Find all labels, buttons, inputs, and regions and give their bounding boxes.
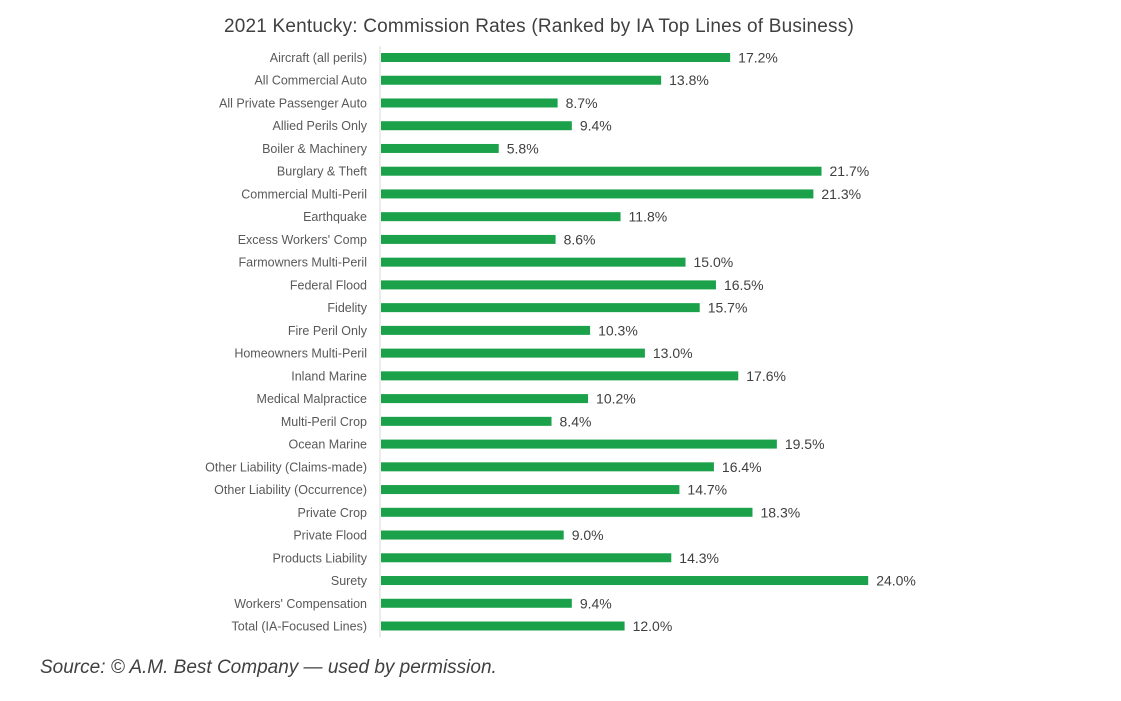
- data-label-all-private-passenger-auto: 8.7%: [566, 95, 598, 111]
- bar-ocean-marine: [381, 439, 777, 449]
- category-label-commercial-multi-peril: Commercial Multi-Peril: [241, 187, 367, 201]
- bar-homeowners-multi-peril: [381, 348, 645, 358]
- data-label-homeowners-multi-peril: 13.0%: [653, 345, 693, 361]
- data-label-all-commercial-auto: 13.8%: [669, 72, 709, 88]
- category-label-all-commercial-auto: All Commercial Auto: [254, 74, 367, 88]
- bar-excess-workers-comp: [381, 234, 556, 244]
- bar-earthquake: [381, 212, 621, 222]
- data-label-other-liability-occurrence: 14.7%: [687, 482, 727, 498]
- source-note: Source: © A.M. Best Company — used by pe…: [40, 657, 497, 678]
- category-label-allied-perils-only: Allied Perils Only: [273, 119, 368, 133]
- bar-multi-peril-crop: [381, 416, 552, 426]
- category-label-medical-malpractice: Medical Malpractice: [257, 392, 368, 406]
- bar-all-private-passenger-auto: [381, 98, 558, 108]
- bar-other-liability-occurrence: [381, 485, 680, 495]
- category-label-federal-flood: Federal Flood: [290, 278, 367, 292]
- bar-burglary-theft: [381, 166, 822, 176]
- category-label-other-liability-claims-made: Other Liability (Claims-made): [205, 460, 367, 474]
- data-label-ocean-marine: 19.5%: [785, 436, 825, 452]
- data-label-workers-compensation: 9.4%: [580, 595, 612, 611]
- category-label-earthquake: Earthquake: [303, 210, 367, 224]
- category-label-homeowners-multi-peril: Homeowners Multi-Peril: [234, 347, 367, 361]
- category-label-total-ia-focused-lines: Total (IA-Focused Lines): [232, 620, 367, 634]
- bar-workers-compensation: [381, 598, 572, 608]
- bar-other-liability-claims-made: [381, 462, 714, 472]
- data-label-medical-malpractice: 10.2%: [596, 391, 636, 407]
- data-label-federal-flood: 16.5%: [724, 277, 764, 293]
- data-label-total-ia-focused-lines: 12.0%: [633, 618, 673, 634]
- category-label-products-liability: Products Liability: [273, 551, 368, 565]
- data-label-farmowners-multi-peril: 15.0%: [694, 254, 734, 270]
- bar-fidelity: [381, 303, 700, 313]
- bar-commercial-multi-peril: [381, 189, 814, 199]
- data-label-fidelity: 15.7%: [708, 300, 748, 316]
- category-label-boiler-machinery: Boiler & Machinery: [262, 142, 368, 156]
- bar-medical-malpractice: [381, 394, 589, 404]
- data-label-private-crop: 18.3%: [760, 504, 800, 520]
- category-label-private-crop: Private Crop: [298, 506, 368, 520]
- data-label-inland-marine: 17.6%: [746, 368, 786, 384]
- category-label-fidelity: Fidelity: [327, 301, 367, 315]
- bar-fire-peril-only: [381, 325, 591, 335]
- category-label-excess-workers-comp: Excess Workers' Comp: [238, 233, 367, 247]
- bar-products-liability: [381, 553, 672, 563]
- bar-surety: [381, 576, 869, 586]
- data-label-earthquake: 11.8%: [629, 209, 668, 225]
- bar-private-crop: [381, 507, 753, 517]
- bar-total-ia-focused-lines: [381, 621, 625, 631]
- category-label-farmowners-multi-peril: Farmowners Multi-Peril: [239, 256, 368, 270]
- category-label-fire-peril-only: Fire Peril Only: [288, 324, 368, 338]
- data-label-boiler-machinery: 5.8%: [507, 140, 539, 156]
- bar-private-flood: [381, 530, 564, 540]
- bar-inland-marine: [381, 371, 739, 381]
- data-label-commercial-multi-peril: 21.3%: [821, 186, 861, 202]
- category-label-all-private-passenger-auto: All Private Passenger Auto: [219, 96, 367, 110]
- category-label-aircraft-all-perils: Aircraft (all perils): [270, 51, 367, 65]
- category-label-multi-peril-crop: Multi-Peril Crop: [281, 415, 367, 429]
- category-label-inland-marine: Inland Marine: [291, 369, 367, 383]
- data-label-multi-peril-crop: 8.4%: [560, 413, 592, 429]
- data-label-allied-perils-only: 9.4%: [580, 118, 612, 134]
- bar-allied-perils-only: [381, 121, 572, 131]
- data-label-products-liability: 14.3%: [679, 550, 719, 566]
- category-label-surety: Surety: [331, 574, 368, 588]
- bar-federal-flood: [381, 280, 716, 290]
- data-label-private-flood: 9.0%: [572, 527, 604, 543]
- data-label-excess-workers-comp: 8.6%: [564, 231, 596, 247]
- category-label-private-flood: Private Flood: [293, 529, 367, 543]
- category-label-other-liability-occurrence: Other Liability (Occurrence): [214, 483, 367, 497]
- bar-boiler-machinery: [381, 143, 499, 153]
- data-label-fire-peril-only: 10.3%: [598, 322, 638, 338]
- data-label-aircraft-all-perils: 17.2%: [738, 50, 778, 66]
- chart-title: 2021 Kentucky: Commission Rates (Ranked …: [223, 16, 854, 37]
- category-label-ocean-marine: Ocean Marine: [288, 438, 367, 452]
- data-label-surety: 24.0%: [876, 573, 916, 589]
- bar-farmowners-multi-peril: [381, 257, 686, 267]
- bar-all-commercial-auto: [381, 75, 662, 85]
- category-label-workers-compensation: Workers' Compensation: [234, 597, 367, 611]
- category-label-burglary-theft: Burglary & Theft: [277, 165, 368, 179]
- data-label-other-liability-claims-made: 16.4%: [722, 459, 762, 475]
- bar-aircraft-all-perils: [381, 53, 731, 62]
- data-label-burglary-theft: 21.7%: [830, 163, 870, 179]
